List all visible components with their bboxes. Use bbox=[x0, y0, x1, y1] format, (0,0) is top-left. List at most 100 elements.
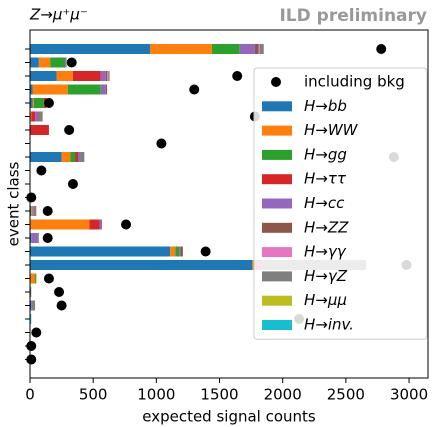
legend-box bbox=[253, 67, 428, 340]
plot-frame bbox=[29, 29, 429, 379]
legend-label: H→γγ bbox=[304, 243, 347, 261]
bar-segment bbox=[32, 98, 34, 108]
bar-segment bbox=[70, 152, 76, 162]
bkg-point bbox=[26, 192, 37, 203]
bar-segment bbox=[32, 206, 34, 216]
bar-segment bbox=[107, 71, 109, 81]
bar-segment bbox=[30, 152, 62, 162]
bar-segment bbox=[30, 125, 49, 135]
bkg-point bbox=[56, 300, 67, 311]
bar-segment bbox=[30, 260, 253, 270]
bar-segment bbox=[30, 273, 36, 284]
x-tick-label: 2500 bbox=[327, 386, 365, 404]
bar-segment bbox=[75, 152, 79, 162]
bkg-point bbox=[31, 327, 42, 338]
legend-swatch bbox=[262, 149, 292, 160]
bkg-point bbox=[43, 273, 54, 284]
legend-label: including bkg bbox=[304, 73, 405, 91]
bar-segment bbox=[30, 98, 33, 108]
legend-swatch bbox=[262, 174, 292, 185]
legend-swatch bbox=[262, 247, 292, 258]
y-axis-label: event class bbox=[5, 161, 23, 246]
bar-segment bbox=[99, 219, 103, 230]
bar-segment bbox=[31, 233, 38, 243]
bar-segment bbox=[38, 57, 51, 68]
annotation: ILD preliminary bbox=[279, 6, 427, 26]
bar-segment bbox=[100, 71, 106, 81]
bar-segment bbox=[105, 84, 108, 95]
bar-segment bbox=[259, 44, 264, 54]
legend-marker bbox=[271, 77, 281, 87]
legend-swatch bbox=[262, 125, 292, 136]
bar-segment bbox=[32, 84, 68, 95]
bar-segment bbox=[100, 84, 106, 95]
bar-segment bbox=[61, 152, 71, 162]
bar-segment bbox=[78, 152, 81, 162]
bar-segment bbox=[31, 300, 33, 311]
chart-title: Z→μ⁺μ⁻ bbox=[29, 6, 88, 24]
x-tick-label: 500 bbox=[79, 386, 108, 404]
x-axis-label: expected signal counts bbox=[142, 408, 316, 426]
bar-segment bbox=[33, 98, 44, 108]
bar-segment bbox=[175, 246, 180, 257]
bkg-point bbox=[121, 219, 132, 230]
bar-segment bbox=[211, 44, 240, 54]
x-tick-label: 1000 bbox=[137, 386, 175, 404]
bar-segment bbox=[80, 152, 85, 162]
bar-segment bbox=[105, 71, 108, 81]
bkg-point bbox=[64, 125, 75, 135]
legend: including bkg H→bb H→WW H→gg H→ττ H→cc H→ZZ H→γ… bbox=[253, 67, 428, 340]
bar-segment bbox=[35, 111, 38, 122]
bar-segment bbox=[30, 246, 171, 257]
bkg-point bbox=[376, 44, 387, 54]
bar-segment bbox=[30, 84, 33, 95]
x-tick-label: 1500 bbox=[200, 386, 238, 404]
bar-segment bbox=[30, 300, 32, 311]
legend-label: H→ττ bbox=[304, 170, 347, 188]
x-tick-label: 2000 bbox=[264, 386, 302, 404]
bar-segment bbox=[37, 233, 39, 243]
bar-segment bbox=[30, 287, 32, 297]
legend-label: H→γZ bbox=[304, 267, 348, 285]
bar-segment bbox=[31, 111, 36, 122]
bar-segment bbox=[108, 71, 110, 81]
bar-segment bbox=[65, 57, 67, 68]
legend-swatch bbox=[262, 320, 292, 330]
bar-segment bbox=[72, 71, 101, 81]
legend-label: H→WW bbox=[304, 121, 359, 139]
bar-segment bbox=[30, 206, 32, 216]
legend-label: H→μμ bbox=[304, 291, 347, 309]
legend-label: H→bb bbox=[304, 97, 347, 115]
legend-swatch bbox=[262, 198, 292, 209]
bar-segment bbox=[30, 57, 39, 68]
bkg-point bbox=[36, 165, 47, 176]
x-tick-label: 3000 bbox=[390, 386, 428, 404]
bar-segment bbox=[33, 206, 37, 216]
bkg-point bbox=[200, 246, 211, 257]
bar-segment bbox=[170, 246, 176, 257]
legend-swatch bbox=[262, 271, 292, 282]
bkg-point bbox=[156, 138, 167, 149]
bar-segment bbox=[30, 71, 57, 81]
bkg-point bbox=[42, 206, 53, 216]
bar-segment bbox=[179, 246, 181, 257]
legend-swatch bbox=[262, 101, 292, 112]
legend-label: H→cc bbox=[304, 194, 345, 212]
bar-segment bbox=[35, 273, 37, 284]
bkg-point bbox=[26, 354, 37, 365]
bar-segment bbox=[50, 57, 66, 68]
bar-segment bbox=[89, 219, 100, 230]
bar-segment bbox=[254, 44, 259, 54]
bkg-point bbox=[189, 84, 200, 95]
bkg-point bbox=[66, 57, 77, 68]
legend-swatch bbox=[262, 295, 292, 306]
bar-segment bbox=[37, 111, 39, 122]
bar-segment bbox=[67, 84, 101, 95]
bar-segment bbox=[38, 111, 43, 122]
bkg-point bbox=[232, 71, 243, 81]
bkg-point bbox=[67, 179, 78, 189]
legend-swatch bbox=[262, 222, 292, 233]
bar-segment bbox=[180, 246, 183, 257]
bkg-point bbox=[42, 233, 53, 243]
